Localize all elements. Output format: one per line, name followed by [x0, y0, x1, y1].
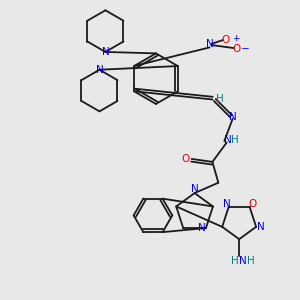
Text: O: O: [222, 35, 230, 45]
Text: N: N: [223, 199, 231, 209]
Text: N: N: [239, 256, 247, 266]
Text: O: O: [232, 44, 240, 54]
Text: H: H: [247, 256, 255, 266]
Text: N: N: [229, 112, 237, 122]
Text: N: N: [191, 184, 199, 194]
Text: N: N: [96, 65, 103, 75]
Text: H: H: [231, 256, 239, 266]
Text: N: N: [206, 39, 213, 49]
Text: +: +: [232, 34, 239, 43]
Text: N: N: [257, 222, 265, 232]
Text: H: H: [216, 94, 224, 104]
Text: O: O: [182, 154, 190, 164]
Text: N: N: [198, 223, 206, 233]
Text: −: −: [241, 44, 250, 54]
Text: N: N: [224, 135, 232, 145]
Text: O: O: [248, 199, 257, 209]
Text: H: H: [231, 135, 239, 145]
Text: N: N: [101, 47, 109, 57]
